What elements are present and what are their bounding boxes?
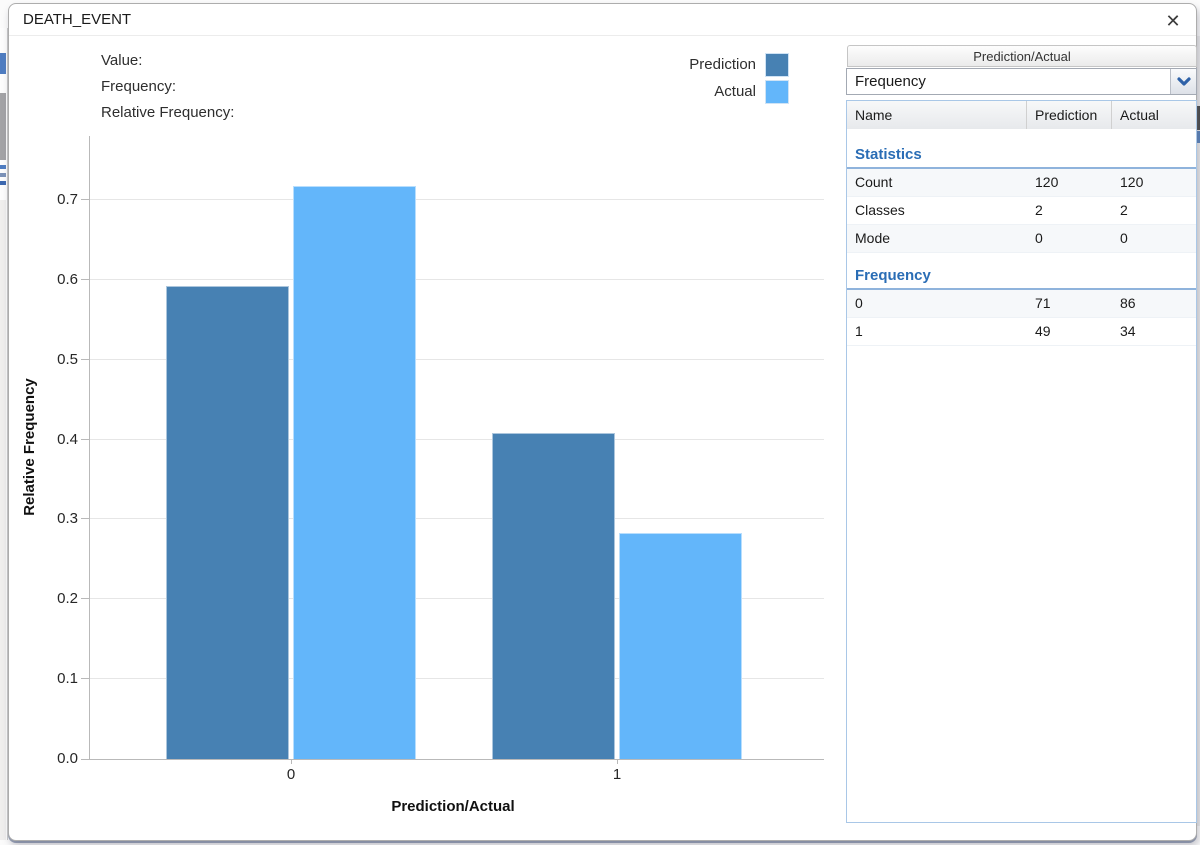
cell-prediction: 71 <box>1035 295 1051 311</box>
close-button[interactable]: ✕ <box>1158 8 1188 34</box>
sliver-light-block <box>0 200 6 840</box>
background-window-sliver-left <box>0 28 8 840</box>
sliver-dash <box>0 173 6 177</box>
value-label: Value: <box>101 52 143 69</box>
column-header-name[interactable]: Name <box>847 101 1027 129</box>
relative-frequency-label: Relative Frequency: <box>101 104 235 121</box>
x-tick-label-1: 1 <box>612 766 622 783</box>
cell-prediction: 2 <box>1035 202 1043 218</box>
cell-prediction: 0 <box>1035 230 1043 246</box>
cell-prediction: 49 <box>1035 323 1051 339</box>
dropdown-value: Frequency <box>855 73 926 90</box>
frequency-dropdown[interactable]: Frequency <box>846 68 1197 95</box>
statistics-table: Name Prediction Actual Statistics Count 12… <box>846 100 1197 823</box>
y-tick-label-0.6: 0.6 <box>57 270 78 288</box>
y-tick-mark-0.4 <box>81 438 90 440</box>
y-tick-label-0.7: 0.7 <box>57 190 78 208</box>
y-tick-label-0.5: 0.5 <box>57 350 78 368</box>
sliver-blue-block <box>1196 131 1200 143</box>
cell-name: 1 <box>855 323 863 339</box>
y-tick-label-0.3: 0.3 <box>57 510 78 528</box>
cell-actual: 86 <box>1120 295 1136 311</box>
legend-item-actual: Actual <box>599 79 789 104</box>
column-header-prediction[interactable]: Prediction <box>1027 101 1112 129</box>
table-body: Statistics Count 120 120 Classes 2 2 Mode 0 0 Freq… <box>847 129 1196 346</box>
cell-actual: 120 <box>1120 174 1144 190</box>
x-tick-label-0: 0 <box>286 766 296 783</box>
y-tick-mark-0.3 <box>81 518 90 520</box>
title-bar: DEATH_EVENT ✕ <box>9 4 1196 36</box>
y-tick-label-0.4: 0.4 <box>57 430 78 448</box>
x-tick-mark-1 <box>617 759 618 764</box>
y-tick-mark-0.0 <box>81 759 90 760</box>
section-spacer <box>847 253 1196 263</box>
chart-plot-area: 0.0 0.1 0.2 0.3 0.4 0.5 0.6 0.7 0 1 <box>57 136 824 783</box>
death-event-dialog: DEATH_EVENT ✕ Value: Frequency: Relative… <box>8 3 1197 841</box>
cell-prediction: 120 <box>1035 174 1059 190</box>
sliver-blue-block <box>0 53 6 74</box>
legend-swatch-actual <box>765 79 789 104</box>
legend-swatch-prediction <box>765 52 789 77</box>
gridline-0.6 <box>90 278 824 280</box>
window-title: DEATH_EVENT <box>23 11 132 28</box>
cell-name: Count <box>855 174 893 190</box>
bar-actual-0[interactable] <box>293 186 416 759</box>
chevron-down-icon <box>1176 76 1191 86</box>
x-tick-mark-0 <box>291 759 292 764</box>
y-tick-mark-0.5 <box>81 358 90 360</box>
bar-actual-1[interactable] <box>619 533 742 759</box>
cell-actual: 34 <box>1120 323 1136 339</box>
column-header-actual[interactable]: Actual <box>1120 107 1159 123</box>
chart-legend: Prediction Actual <box>599 52 789 106</box>
gridline-0.1 <box>90 678 824 680</box>
sliver-dash <box>0 181 6 185</box>
table-row: 0 71 86 <box>847 290 1196 318</box>
cell-actual: 0 <box>1120 230 1128 246</box>
gridline-0.7 <box>90 198 824 200</box>
hover-readout: Value: Frequency: Relative Frequency: <box>101 48 234 126</box>
bar-prediction-0[interactable] <box>166 286 289 759</box>
dropdown-button[interactable] <box>1170 69 1196 94</box>
y-tick-label-0.1: 0.1 <box>57 670 78 688</box>
y-tick-mark-0.2 <box>81 598 90 600</box>
panel-header-button[interactable]: Prediction/Actual <box>847 45 1197 67</box>
cell-name: Classes <box>855 202 905 218</box>
legend-item-prediction: Prediction <box>599 52 789 77</box>
gridline-0.2 <box>90 598 824 600</box>
table-header-row: Name Prediction Actual <box>847 101 1196 129</box>
y-tick-mark-0.7 <box>81 198 90 200</box>
y-tick-label-0.0: 0.0 <box>57 750 78 767</box>
x-axis-label: Prediction/Actual <box>391 798 515 815</box>
y-tick-mark-0.1 <box>81 678 90 680</box>
table-row: 1 49 34 <box>847 318 1196 346</box>
y-tick-mark-0.6 <box>81 278 90 280</box>
gridline-0.5 <box>90 358 824 360</box>
cell-actual: 2 <box>1120 202 1128 218</box>
section-header-frequency: Frequency <box>847 263 1196 290</box>
gridline-0.4 <box>90 438 824 440</box>
sliver-dash <box>0 165 6 169</box>
cell-name: 0 <box>855 295 863 311</box>
legend-label: Prediction <box>689 56 756 73</box>
cell-name: Mode <box>855 230 891 246</box>
background-window-sliver-right <box>1196 36 1200 826</box>
sliver-dark-block <box>1196 106 1200 130</box>
legend-label: Actual <box>714 83 756 100</box>
gridline-0.3 <box>90 518 824 520</box>
section-spacer <box>847 129 1196 142</box>
table-row: Mode 0 0 <box>847 225 1196 253</box>
close-icon: ✕ <box>1165 11 1181 31</box>
table-row: Count 120 120 <box>847 169 1196 197</box>
bar-prediction-1[interactable] <box>492 433 615 759</box>
table-row: Classes 2 2 <box>847 197 1196 225</box>
sliver-gray-block <box>0 93 6 160</box>
frequency-label: Frequency: <box>101 78 177 95</box>
section-header-statistics: Statistics <box>847 142 1196 169</box>
y-tick-label-0.2: 0.2 <box>57 590 78 608</box>
